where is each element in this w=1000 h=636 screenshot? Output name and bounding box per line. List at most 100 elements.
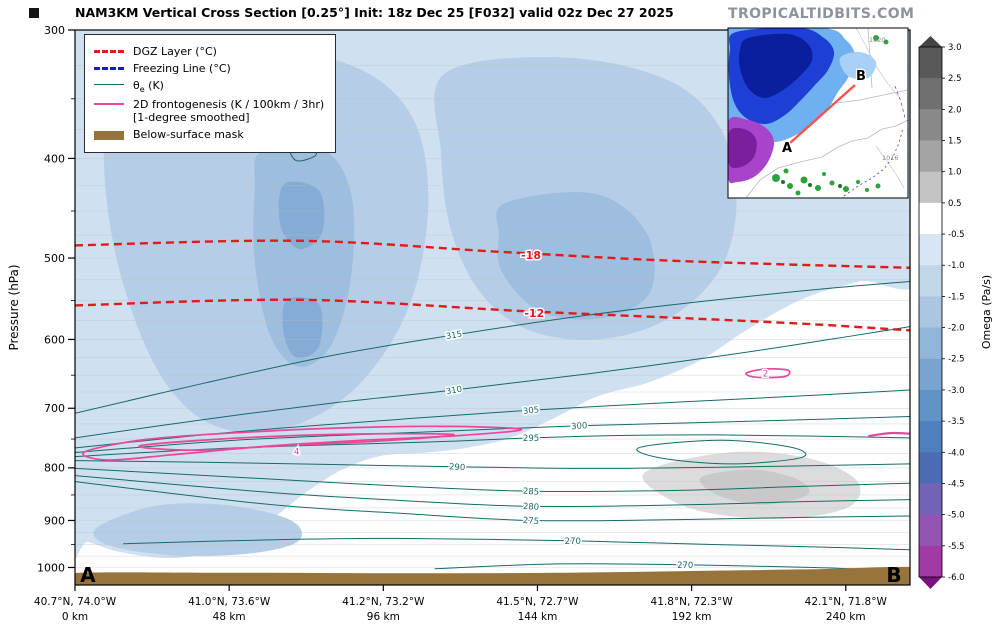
theta-e-contour (75, 475, 910, 508)
site-watermark-link[interactable]: TROPICALTIDBITS.COM (728, 6, 915, 22)
radar-snow-speck (856, 180, 860, 184)
theta-e-contour-label: 310 (445, 385, 463, 398)
inset-map[interactable]: A B 1020 1016 (721, 21, 909, 199)
legend-sample-dgz (94, 50, 124, 53)
inset-endpoint-label: B (856, 69, 866, 84)
y-tick-label: 700 (44, 402, 65, 415)
x-tick-label-distance: 192 km (672, 611, 712, 623)
frontogenesis-contour (745, 367, 791, 379)
colorbar-tick-label: -4.0 (948, 448, 965, 458)
omega-region-m2a (253, 145, 355, 367)
legend-sample-freezing (94, 66, 124, 70)
radar-snow-speck (815, 185, 821, 191)
colorbar-segment (919, 47, 942, 79)
colorbar-tick-label: 1.5 (948, 137, 962, 147)
colorbar-tick-label: -1.5 (948, 292, 965, 302)
legend-sample-frontogenesis (94, 102, 124, 105)
omega-region-m25b (282, 297, 323, 359)
frontogenesis-contour (868, 431, 910, 438)
theta-e-contour (75, 460, 910, 469)
colorbar-tick-label: -0.5 (948, 230, 965, 240)
frontogenesis-label: 2 (763, 369, 769, 379)
plot-border (74, 29, 911, 586)
colorbar-segment (919, 421, 942, 453)
radar-rain-core (739, 33, 813, 99)
x-tick-label-coord: 41.8°N, 72.3°W (651, 596, 734, 608)
cross-section-path-line (789, 84, 856, 144)
radar-snow-speck (843, 186, 849, 192)
legend-item-freezing: Freezing Line (°C) (94, 62, 324, 76)
x-tick-label-coord: 41.0°N, 73.6°W (188, 596, 271, 608)
legend-label-mask: Below-surface mask (133, 128, 244, 142)
radar-snow-speck (838, 184, 842, 188)
radar-snow-speck (822, 172, 826, 176)
coastline (745, 119, 908, 198)
theta-e-contour (75, 416, 910, 453)
colorbar-tick-label: -3.5 (948, 417, 965, 427)
y-tick-label: 800 (44, 462, 65, 475)
radar-snow-speck (829, 180, 835, 186)
radar-snow-speck (772, 174, 780, 182)
radar-rain-patch (839, 51, 877, 80)
radar-snow-speck (783, 168, 789, 174)
frontogenesis-contours (82, 367, 910, 461)
theta-e-contour-label: 290 (449, 462, 466, 473)
colorbar-tick-label: -5.0 (948, 511, 965, 521)
theta-e-contour (123, 537, 910, 551)
colorbar-tick-label: -6.0 (948, 573, 965, 583)
colorbar-segment (919, 452, 942, 484)
colorbar-segment (919, 140, 942, 173)
legend-item-theta-e: θe (K) (94, 79, 324, 95)
colorbar-title: Omega (Pa/s) (980, 275, 993, 349)
y-tick-label: 400 (44, 152, 65, 165)
x-tick-label-coord: 42.1°N, 71.8°W (805, 596, 888, 608)
isobar (855, 28, 901, 99)
legend-label-dgz: DGZ Layer (°C) (133, 45, 217, 58)
legend-sample-mask (94, 131, 124, 141)
colorbar: 3.0 2.5 2.0 1.5 1.0 0.5 -0.5 -1.0 -1.5 -2.0 -2.5 -3… (918, 36, 993, 589)
frontogenesis-contour (82, 425, 523, 461)
radar-snow-speck (795, 190, 801, 196)
radar-mix-core (728, 127, 757, 169)
colorbar-tick-label: 3.0 (948, 43, 962, 53)
colorbar-cap-bottom (919, 577, 942, 589)
colorbar-segment (919, 483, 942, 516)
axes: 300 400 500 600 700 800 900 1000 40.7°N, 74.0°W 0… (34, 24, 888, 623)
theta-e-contour (75, 326, 910, 439)
colorbar-segment (919, 265, 942, 297)
inset-isobar-label: 1020 (869, 36, 886, 44)
colorbar-tick-label: -3.0 (948, 386, 965, 396)
dgz-label: -12 (524, 307, 544, 320)
theta-e-contour-label: 305 (523, 405, 540, 417)
colorbar-segment (919, 545, 942, 578)
page-corner-glyph (29, 8, 39, 18)
inset-isobar-label: 1016 (882, 154, 899, 162)
radar-snow-speck (787, 183, 793, 189)
y-tick-label: 1000 (37, 561, 65, 574)
colorbar-segment (919, 202, 942, 235)
theta-e-contour-label: 285 (523, 487, 540, 498)
legend-label2-frontogenesis: [1-degree smoothed] (133, 111, 250, 125)
x-tick-label-distance: 96 km (367, 611, 400, 623)
radar-snow-speck (875, 183, 881, 189)
omega-region-m25a (278, 181, 325, 250)
isobar (875, 145, 905, 189)
legend-item-frontogenesis: 2D frontogenesis (K / 100km / 3hr) [1-deg… (94, 98, 324, 126)
colorbar-tick-label: 2.0 (948, 105, 962, 115)
x-tick-label-distance: 48 km (213, 611, 246, 623)
x-tick-label-coord: 40.7°N, 74.0°W (34, 596, 117, 608)
y-axis-title: Pressure (hPa) (7, 264, 21, 350)
x-tick-label-coord: 41.5°N, 72.7°W (496, 596, 579, 608)
theta-e-contour (636, 439, 807, 465)
theta-e-contour (434, 563, 885, 571)
colorbar-segment (919, 78, 942, 110)
colorbar-tick-label: -5.5 (948, 542, 965, 552)
theta-e-contour-label: 300 (571, 421, 588, 432)
radar-snow-speck (808, 183, 812, 187)
frontogenesis-contour (138, 432, 455, 452)
colorbar-frame (918, 46, 943, 578)
x-tick-label-distance: 240 km (826, 611, 866, 623)
colorbar-segment (919, 296, 942, 328)
frontogenesis-label: 4 (294, 448, 300, 458)
radar-snow-speck (873, 35, 879, 41)
